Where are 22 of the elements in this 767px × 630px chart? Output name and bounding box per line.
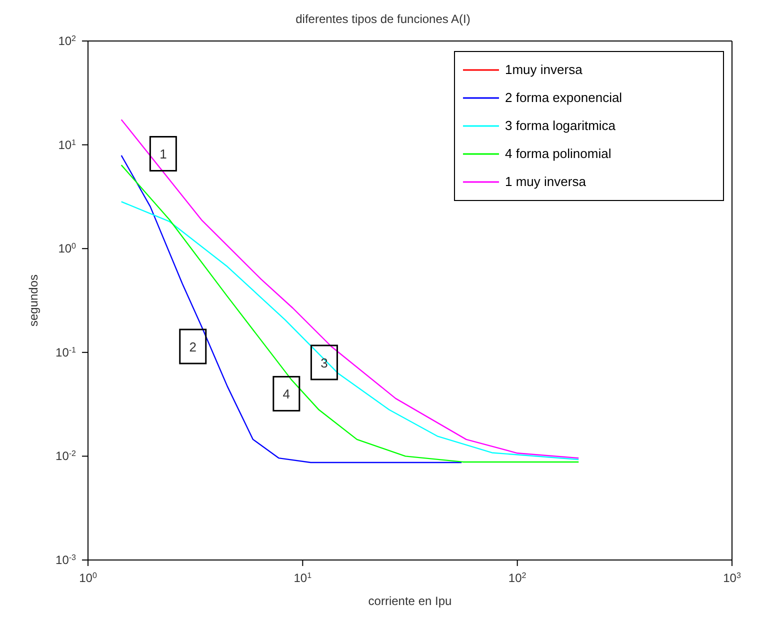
annotation: 3: [320, 355, 328, 370]
y-tick-label: 10$^{1}$: [58, 137, 77, 152]
x-tick-label: 10$^{3}$: [723, 570, 742, 585]
legend-label: 1muy inversa: [505, 61, 582, 79]
x-tick-label: 10$^{0}$: [79, 570, 98, 585]
chart-title: diferentes tipos de funciones A(I): [294, 11, 472, 28]
y-axis-title: segundos: [26, 274, 40, 327]
annotation: 2: [189, 339, 196, 354]
legend-label: 2 forma exponencial: [505, 89, 622, 107]
annotation: 1: [160, 146, 167, 162]
y-tick-label: 10$^{-2}$: [56, 448, 77, 464]
legend-label: 3 forma logaritmica: [505, 117, 616, 135]
annotation: 4: [282, 386, 290, 402]
x-tick-label: 10$^{2}$: [508, 570, 527, 585]
y-tick-label: 10$^{0}$: [58, 241, 77, 256]
legend-label: 1 muy inversa: [505, 173, 586, 191]
x-tick-label: 10$^{1}$: [294, 570, 312, 585]
legend-label: 4 forma polinomial: [505, 145, 612, 163]
x-axis-title: corriente en Ipu: [368, 594, 452, 608]
y-tick-label: 10$^{-1}$: [56, 344, 77, 360]
y-tick-label: 10$^{2}$: [58, 34, 77, 48]
y-tick-label: 10$^{-3}$: [56, 552, 77, 567]
